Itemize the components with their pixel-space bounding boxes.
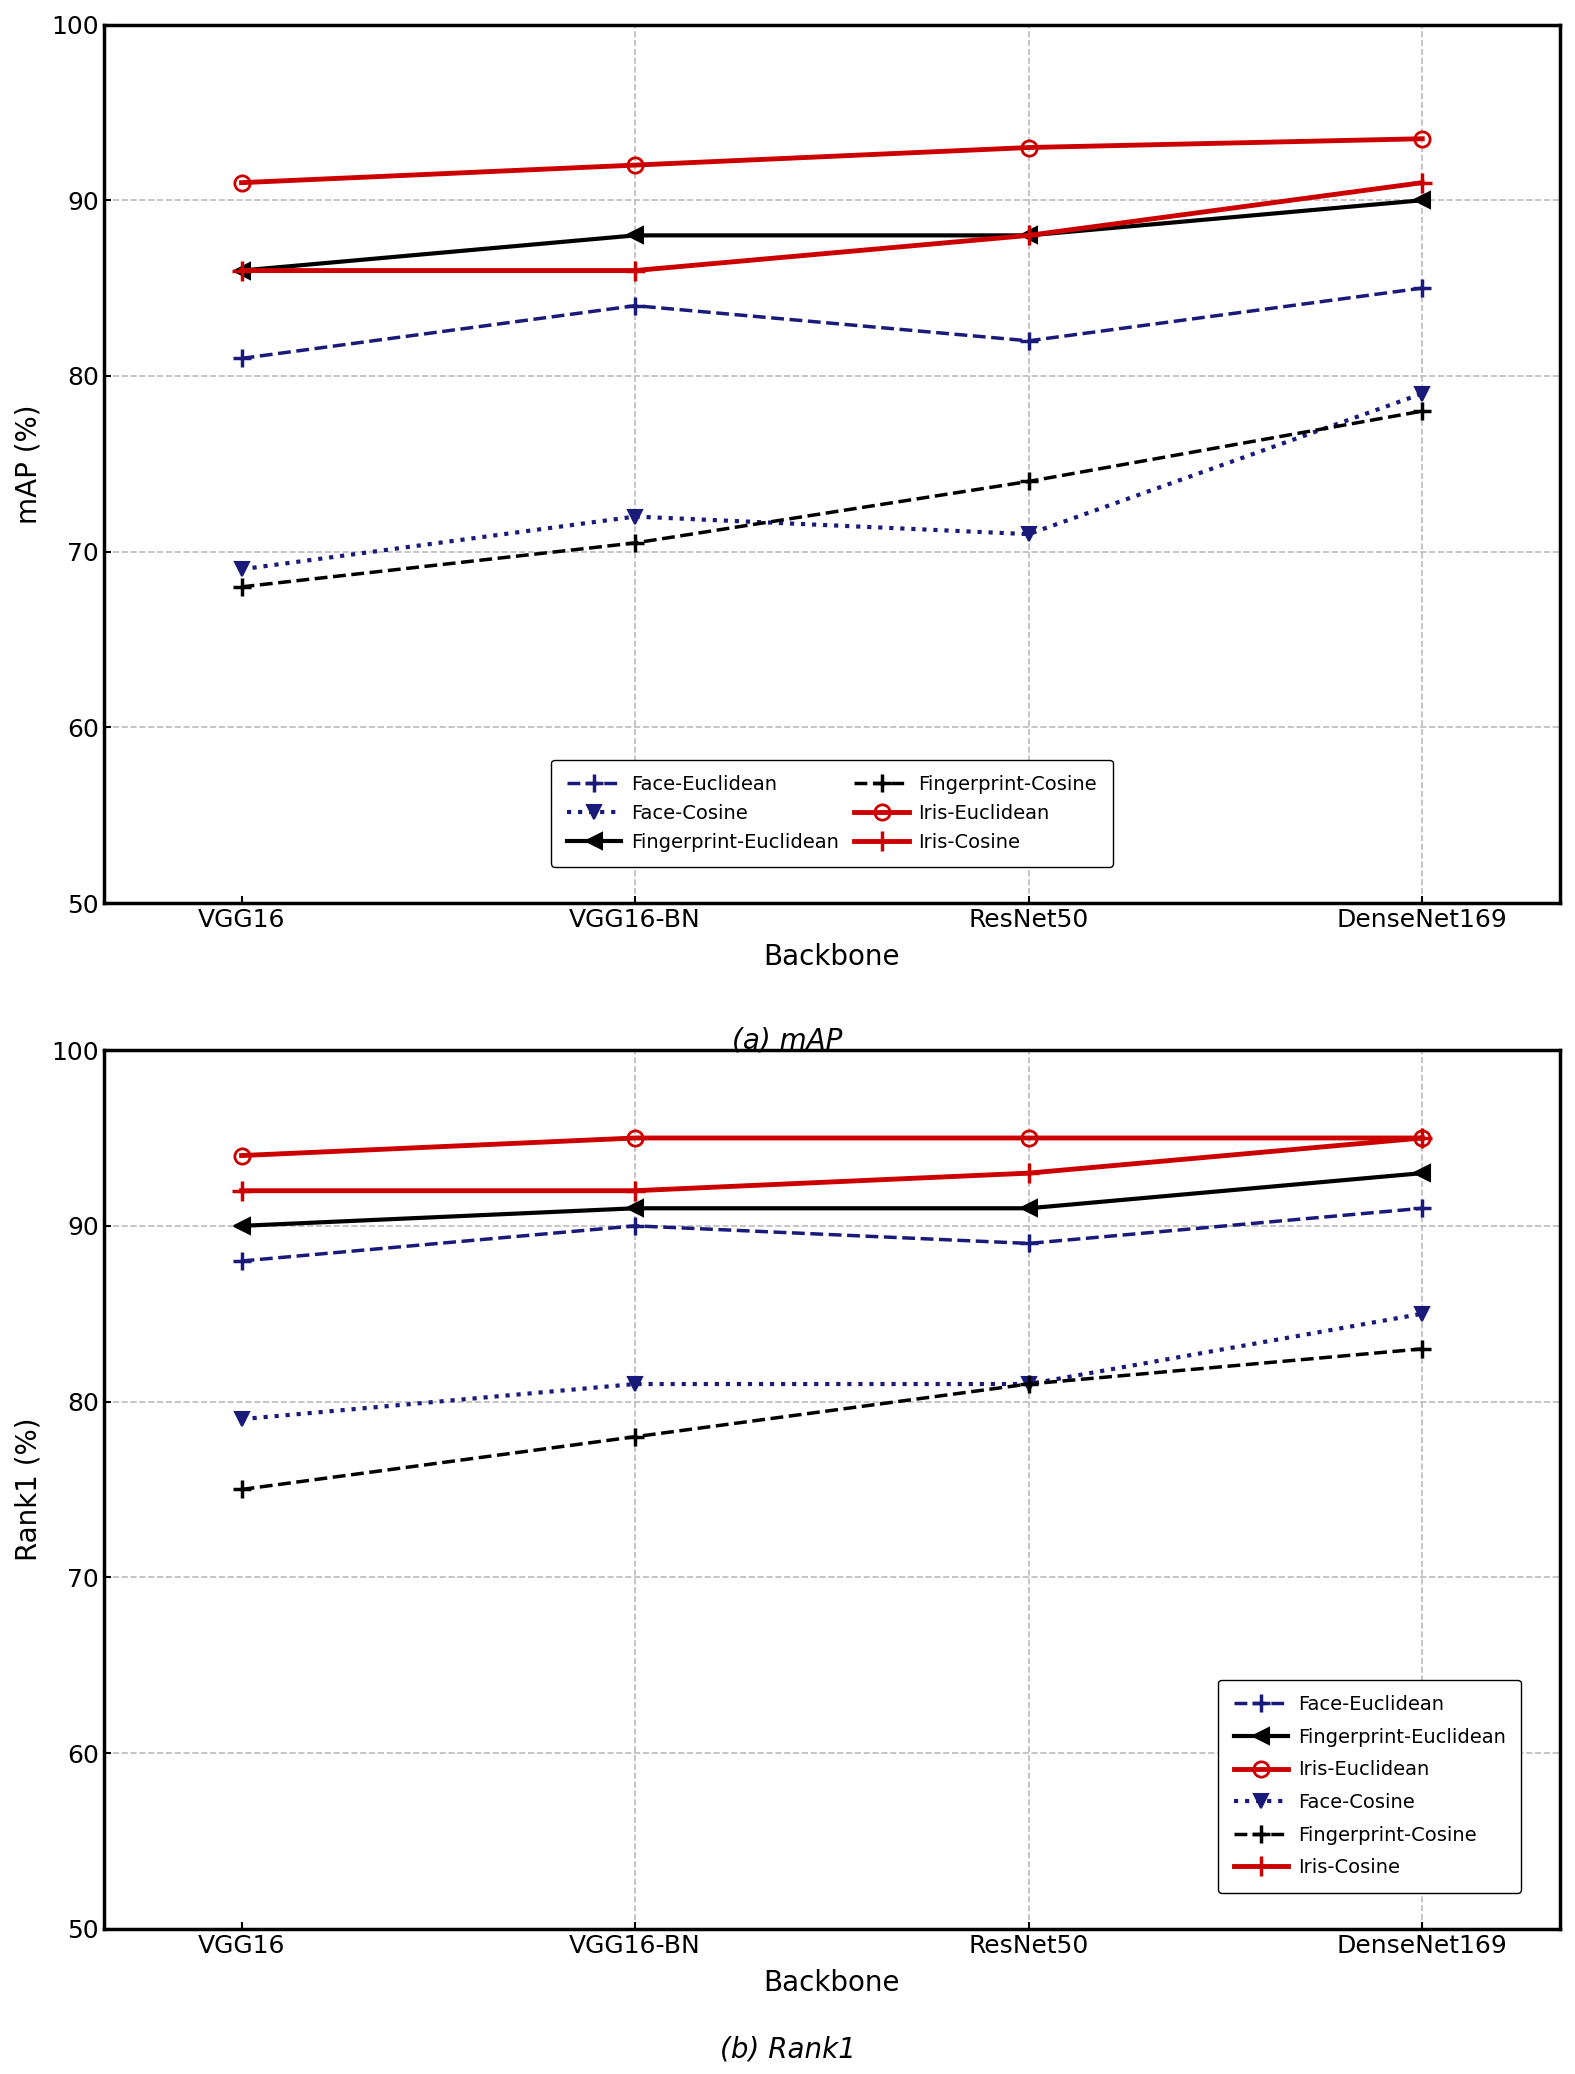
Face-Euclidean [1019,328,1038,353]
Iris-Euclidean [232,170,250,195]
Fingerprint-Cosine [625,531,644,556]
Face-Euclidean [625,292,644,317]
Text: (b) Rank1: (b) Rank1 [720,2035,855,2064]
Line: Iris-Euclidean: Iris-Euclidean [235,1130,1430,1164]
Iris-Euclidean [232,1143,250,1168]
Face-Cosine [1019,523,1038,548]
Fingerprint-Euclidean [625,222,644,247]
Fingerprint-Cosine [1413,398,1432,423]
Face-Euclidean [232,346,250,371]
Iris-Cosine [625,257,644,282]
Y-axis label: mAP (%): mAP (%) [16,404,43,523]
Line: Fingerprint-Cosine: Fingerprint-Cosine [233,1340,1432,1500]
Fingerprint-Cosine [1019,469,1038,494]
Line: Fingerprint-Euclidean: Fingerprint-Euclidean [235,193,1430,278]
Iris-Euclidean [1019,135,1038,160]
Iris-Euclidean [625,1126,644,1151]
Face-Euclidean [625,1213,644,1238]
Line: Iris-Euclidean: Iris-Euclidean [235,131,1430,191]
Face-Euclidean [1019,1232,1038,1257]
Fingerprint-Cosine [232,1477,250,1502]
Face-Euclidean [1413,1197,1432,1222]
Iris-Euclidean [1413,127,1432,151]
Fingerprint-Cosine [1019,1371,1038,1396]
Text: (a) mAP: (a) mAP [776,1097,887,1124]
Fingerprint-Cosine [232,574,250,599]
Iris-Cosine [625,1178,644,1203]
Face-Cosine [625,504,644,529]
Iris-Cosine [1413,1126,1432,1151]
Face-Cosine [1413,382,1432,407]
Fingerprint-Cosine [625,1425,644,1450]
X-axis label: Backbone: Backbone [764,944,901,971]
Fingerprint-Euclidean [232,257,250,282]
Line: Fingerprint-Euclidean: Fingerprint-Euclidean [235,1166,1430,1234]
Iris-Euclidean [1019,1126,1038,1151]
Face-Cosine [1413,1300,1432,1325]
Line: Iris-Cosine: Iris-Cosine [232,1128,1432,1201]
Iris-Cosine [1019,1161,1038,1186]
Face-Euclidean [232,1249,250,1273]
Face-Cosine [232,1406,250,1431]
Line: Fingerprint-Cosine: Fingerprint-Cosine [233,402,1432,595]
Fingerprint-Euclidean [1413,189,1432,214]
Legend: Face-Euclidean, Face-Cosine, Fingerprint-Euclidean, Fingerprint-Cosine, Iris-Euc: Face-Euclidean, Face-Cosine, Fingerprint… [551,759,1112,867]
Text: (a) mAP: (a) mAP [732,1027,843,1056]
Line: Face-Cosine: Face-Cosine [235,386,1429,577]
Line: Face-Euclidean: Face-Euclidean [233,280,1432,367]
Face-Cosine [1019,1371,1038,1396]
Line: Iris-Cosine: Iris-Cosine [232,172,1432,280]
Line: Face-Cosine: Face-Cosine [235,1307,1429,1427]
Y-axis label: Rank1 (%): Rank1 (%) [16,1419,43,1562]
Face-Euclidean [1413,276,1432,301]
Iris-Cosine [1413,170,1432,195]
Fingerprint-Euclidean [1019,222,1038,247]
Fingerprint-Euclidean [1413,1161,1432,1186]
Face-Cosine [625,1371,644,1396]
Iris-Euclidean [625,153,644,178]
Iris-Cosine [1019,222,1038,247]
Legend: Face-Euclidean, Fingerprint-Euclidean, Iris-Euclidean, Face-Cosine, Fingerprint-: Face-Euclidean, Fingerprint-Euclidean, I… [1217,1680,1521,1894]
Iris-Cosine [232,1178,250,1203]
Fingerprint-Euclidean [1019,1197,1038,1222]
Face-Cosine [232,556,250,581]
Fingerprint-Euclidean [232,1213,250,1238]
Fingerprint-Cosine [1413,1336,1432,1361]
Fingerprint-Euclidean [625,1197,644,1222]
Iris-Euclidean [1413,1126,1432,1151]
Iris-Cosine [232,257,250,282]
Line: Face-Euclidean: Face-Euclidean [233,1199,1432,1269]
X-axis label: Backbone: Backbone [764,1968,901,1997]
